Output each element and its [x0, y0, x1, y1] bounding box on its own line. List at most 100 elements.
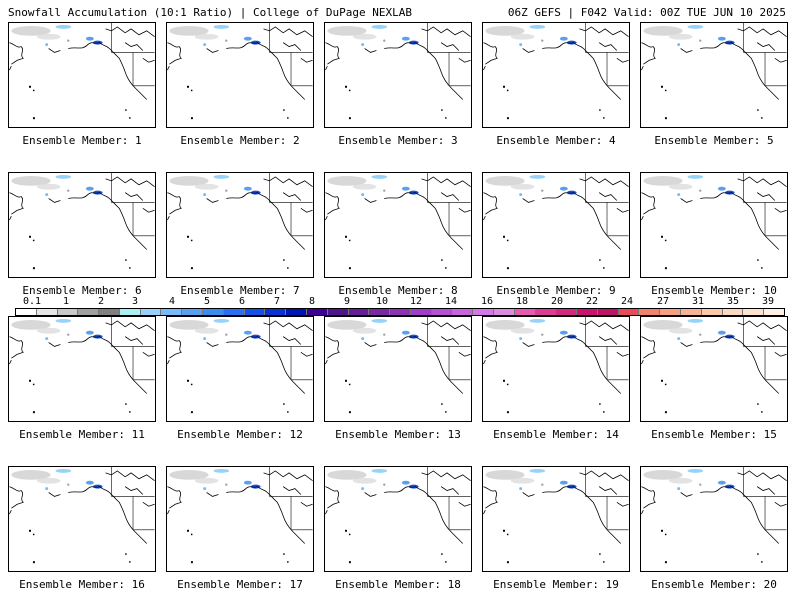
snow-blue-area	[92, 484, 103, 489]
ensemble-member-map	[8, 316, 156, 422]
borders	[743, 317, 787, 381]
colorbar-swatch	[57, 309, 79, 315]
snow-cyan-area	[687, 174, 704, 179]
map-svg	[325, 317, 471, 414]
colorbar-swatch	[390, 309, 411, 315]
islands	[345, 85, 447, 120]
colorbar-swatch	[369, 309, 391, 315]
colorbar-swatch	[681, 309, 702, 315]
snow-blue-area	[250, 484, 261, 489]
ensemble-member-label: Ensemble Member: 1	[22, 134, 142, 147]
ensemble-member-map	[8, 466, 156, 572]
snow-cyan-area	[529, 24, 546, 29]
colorbar-tick-label: 14	[444, 296, 458, 307]
coastline	[167, 320, 313, 394]
snow-dot	[45, 43, 49, 47]
ensemble-member-map	[640, 316, 788, 422]
islands	[345, 235, 447, 270]
snow-blue-area-2	[717, 186, 726, 191]
snow-blue-area-2	[243, 186, 252, 191]
islands	[661, 529, 763, 564]
borders	[585, 173, 629, 237]
snow-blue-area-2	[559, 330, 568, 335]
snow-dot	[541, 39, 544, 42]
snow-dot	[361, 487, 365, 491]
snow-cyan-area	[55, 318, 72, 323]
snow-dot	[45, 193, 49, 197]
colorbar-swatch	[244, 309, 266, 315]
colorbar-swatch	[764, 309, 784, 315]
snow-light-area	[194, 183, 219, 190]
snow-gray-area	[169, 25, 209, 36]
colorbar-swatch	[618, 309, 640, 315]
colorbar-swatch	[701, 309, 723, 315]
snow-gray-area	[327, 175, 367, 186]
coastline	[167, 176, 313, 250]
islands	[503, 85, 605, 120]
coastline	[325, 26, 471, 100]
snow-light-area	[668, 327, 693, 334]
snow-gray-area	[327, 25, 367, 36]
snow-dot	[541, 189, 544, 192]
ensemble-member-map	[166, 316, 314, 422]
colorbar-swatch	[577, 309, 598, 315]
map-svg	[167, 173, 313, 270]
snow-dot	[519, 337, 523, 341]
colorbar-swatch	[348, 309, 370, 315]
snow-blue-area-2	[559, 480, 568, 485]
snow-gray-area	[327, 319, 367, 330]
snow-shading	[485, 318, 577, 341]
snow-light-area	[668, 477, 693, 484]
snow-blue-area	[724, 484, 735, 489]
ensemble-member-map	[166, 22, 314, 128]
ensemble-member-map	[166, 466, 314, 572]
snow-gray-area	[485, 319, 525, 330]
map-svg	[483, 173, 629, 270]
colorbar-swatch	[161, 309, 183, 315]
islands	[503, 235, 605, 270]
ensemble-member-label: Ensemble Member: 4	[496, 134, 616, 147]
colorbar-swatch	[431, 309, 453, 315]
snow-shading	[169, 318, 261, 341]
snow-light-area	[194, 33, 219, 40]
snow-blue-area-2	[401, 36, 410, 41]
snow-gray-area	[169, 319, 209, 330]
snow-blue-area-2	[559, 186, 568, 191]
snow-dot	[677, 487, 681, 491]
snow-blue-area-2	[85, 330, 94, 335]
snow-blue-area	[566, 40, 577, 45]
snow-dot	[699, 333, 702, 336]
borders	[427, 467, 471, 531]
coastline	[483, 470, 629, 544]
map-svg	[167, 23, 313, 120]
borders	[269, 317, 313, 381]
colorbar-tick-label: 10	[375, 296, 389, 307]
snow-shading	[643, 318, 735, 341]
borders	[585, 317, 629, 381]
colorbar-swatch	[556, 309, 578, 315]
colorbar-tick-label: 12	[409, 296, 423, 307]
snow-cyan-area	[213, 468, 230, 473]
snow-blue-area	[92, 40, 103, 45]
snow-blue-area	[408, 190, 419, 195]
snow-blue-area	[92, 334, 103, 339]
snow-shading	[643, 468, 735, 491]
snow-shading	[169, 24, 261, 47]
coastline	[325, 176, 471, 250]
snow-dot	[699, 483, 702, 486]
colorbar-swatch	[327, 309, 349, 315]
chart-title: Snowfall Accumulation (10:1 Ratio) | Col…	[8, 6, 412, 19]
ensemble-member-map	[324, 316, 472, 422]
borders	[111, 173, 155, 237]
borders	[427, 23, 471, 87]
coastline	[9, 176, 155, 250]
map-svg	[641, 467, 787, 564]
colorbar-swatch	[660, 309, 681, 315]
colorbar-swatch	[286, 309, 307, 315]
coastline	[325, 470, 471, 544]
snow-dot	[677, 337, 681, 341]
snow-shading	[327, 24, 419, 47]
snow-light-area	[194, 477, 219, 484]
ensemble-member-label: Ensemble Member: 15	[651, 428, 777, 441]
snow-cyan-area	[55, 24, 72, 29]
